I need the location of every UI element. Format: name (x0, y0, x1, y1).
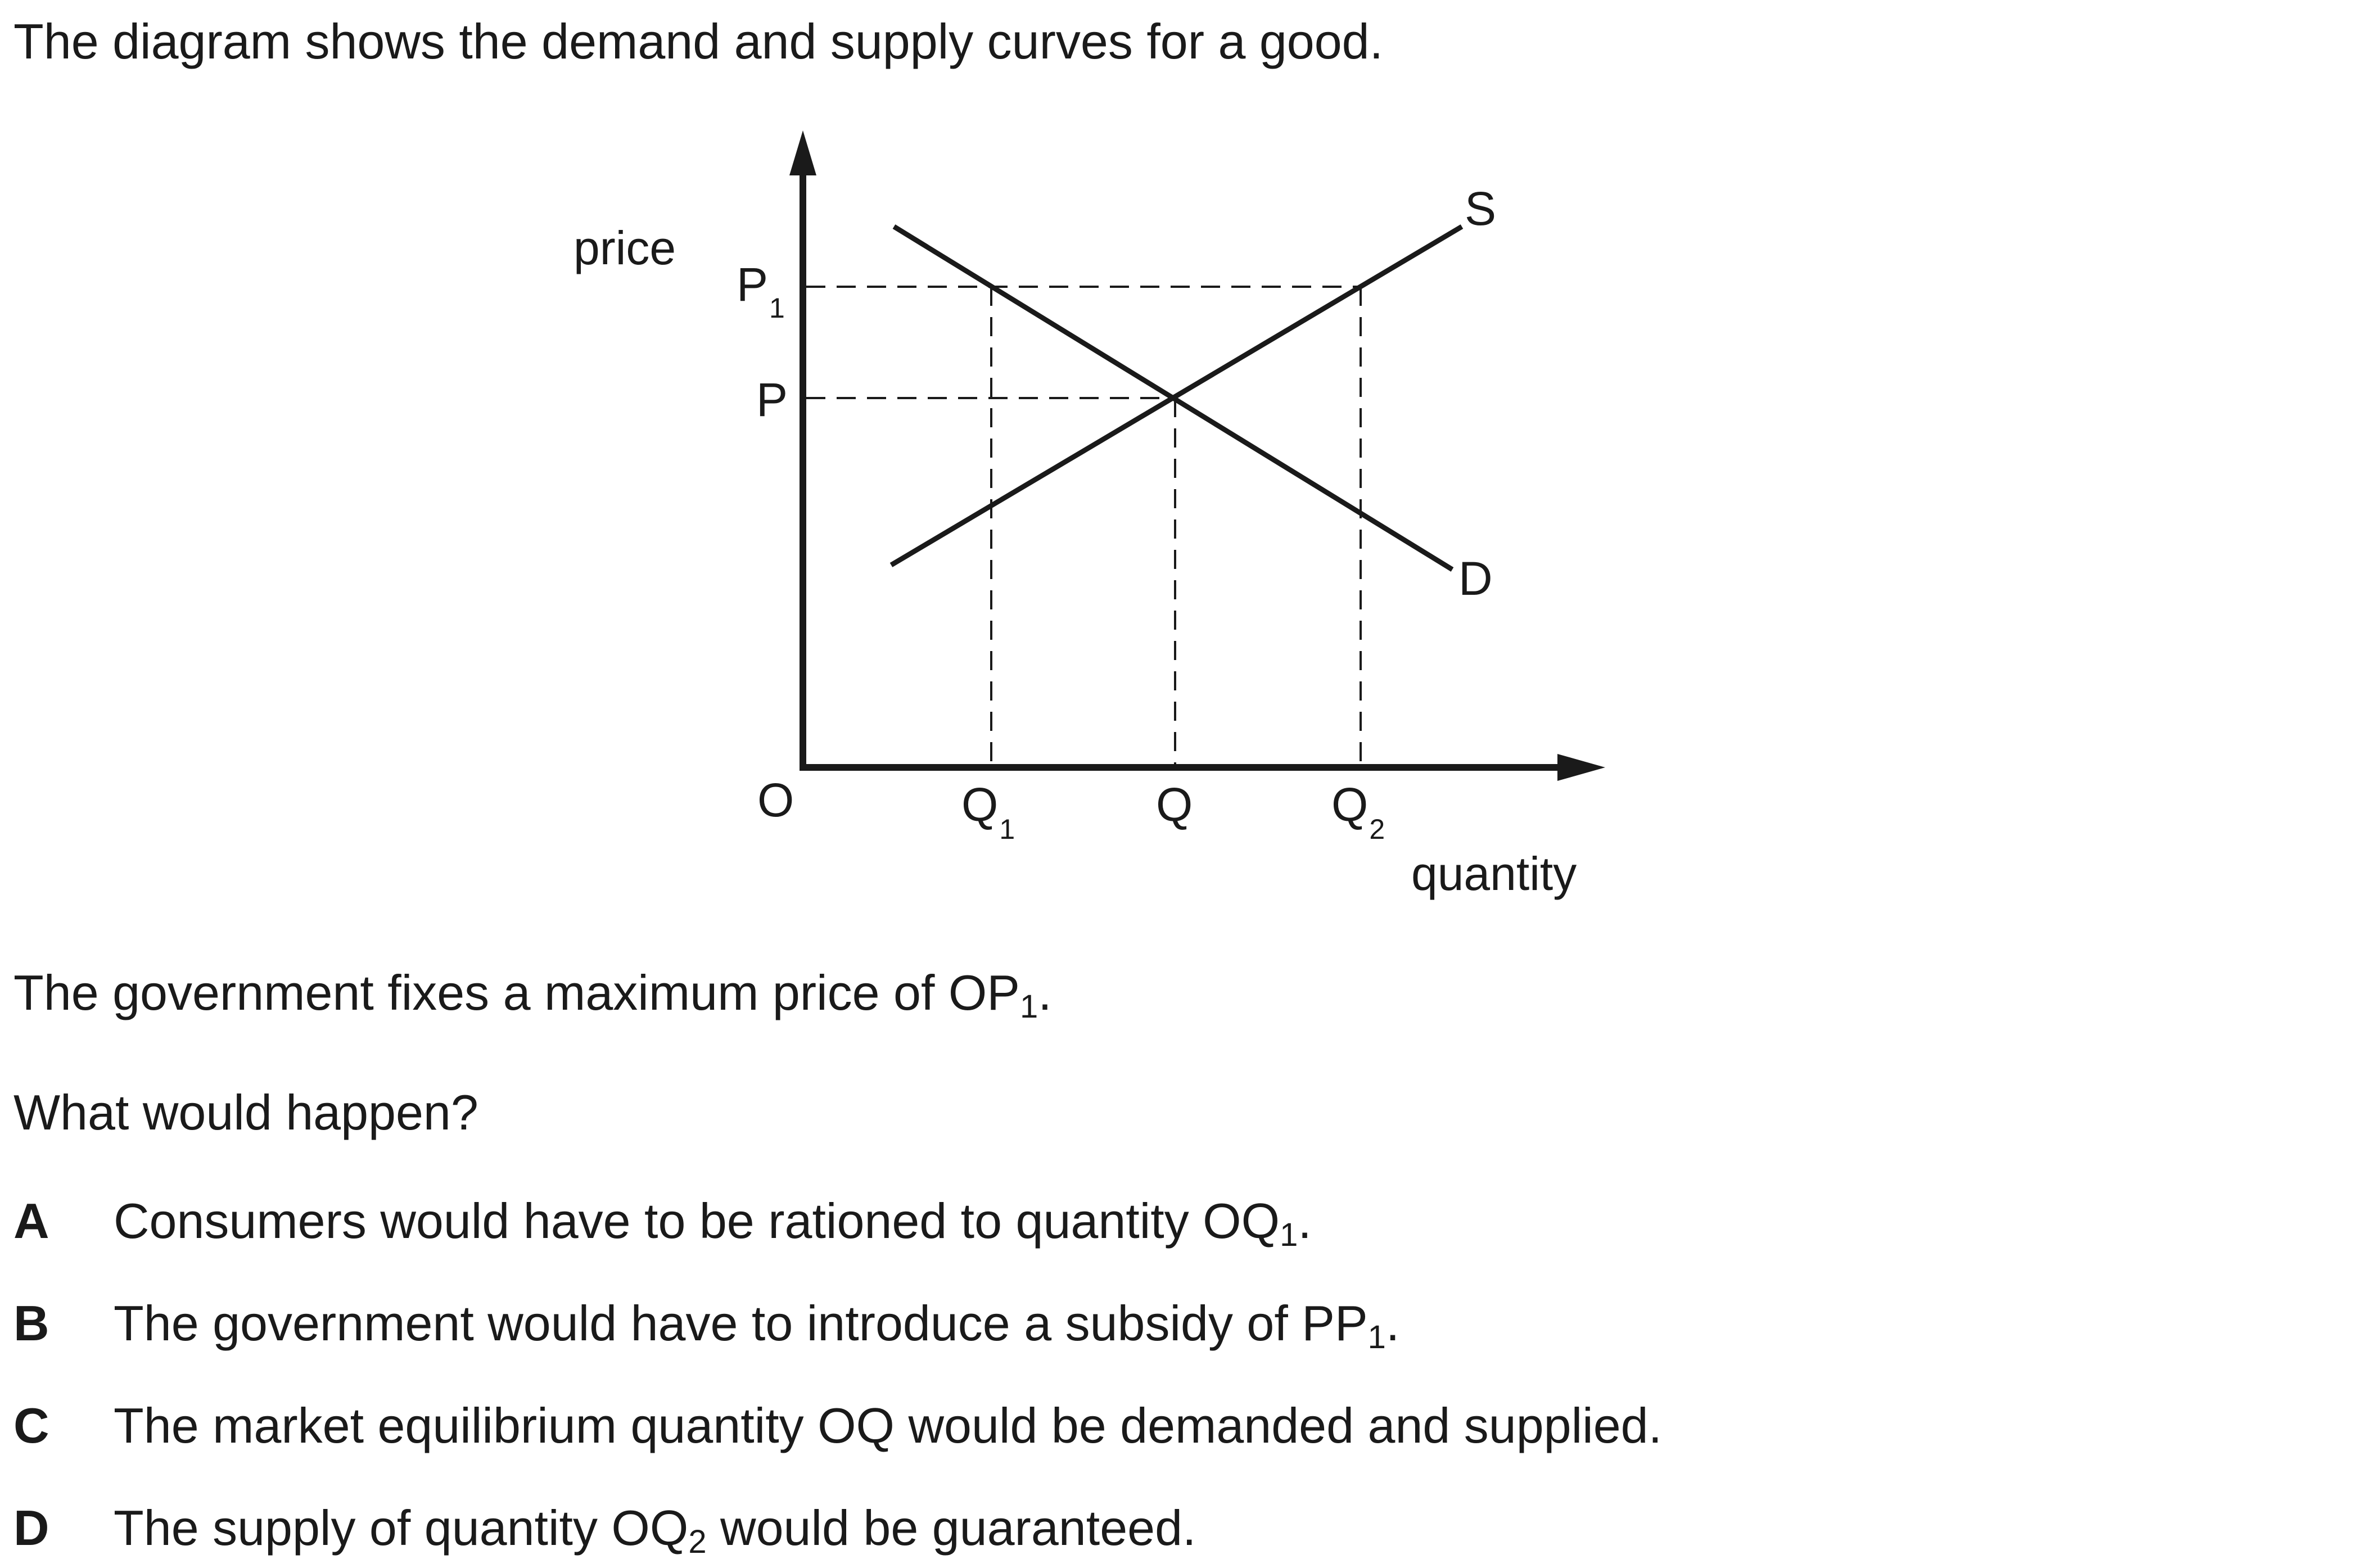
option-text: Consumers would have to be rationed to q… (114, 1193, 1280, 1249)
option-text: The government would have to introduce a… (114, 1295, 1368, 1351)
option-text: The supply of quantity OQ (114, 1500, 689, 1556)
option-end: would be guaranteed. (706, 1500, 1196, 1556)
option-end: . (1385, 1295, 1400, 1351)
option-letter: A (13, 1193, 49, 1249)
option-end: . (1298, 1193, 1312, 1249)
option-letter: D (13, 1500, 49, 1556)
x-axis-label: quantity (1411, 847, 1577, 900)
q2-subscript: 2 (1369, 814, 1385, 845)
p1-subscript: 1 (769, 292, 785, 324)
quantity-label-q2: Q2 (1331, 778, 1385, 845)
x-axis-arrow (1557, 754, 1605, 781)
option-subscript: 1 (1367, 1319, 1386, 1355)
q1-main: Q (961, 778, 998, 831)
supply-demand-diagram: price quantity O P1 P Q1 Q Q2 S D (573, 130, 1605, 900)
question-text: What would happen? (13, 1085, 478, 1140)
option-b[interactable]: B The government would have to introduce … (13, 1299, 1399, 1354)
option-c[interactable]: C The market equilibrium quantity OQ woul… (13, 1401, 1662, 1456)
q2-main: Q (1331, 778, 1368, 831)
statement-subscript: 1 (1020, 988, 1038, 1025)
option-letter: B (13, 1295, 49, 1351)
option-a[interactable]: A Consumers would have to be rationed to … (13, 1196, 1312, 1251)
p1-main: P (737, 258, 768, 311)
option-letter: C (13, 1398, 49, 1453)
price-label-p1: P1 (737, 258, 785, 324)
origin-label: O (757, 774, 794, 826)
quantity-label-q1: Q1 (961, 778, 1015, 845)
statement-main: The government fixes a maximum price of … (13, 965, 1020, 1020)
option-text: The market equilibrium quantity OQ would… (114, 1398, 1663, 1453)
supply-curve-label: S (1465, 182, 1496, 235)
supply-curve (889, 224, 1464, 567)
price-label-p: P (756, 373, 788, 426)
statement-end: . (1038, 965, 1052, 1020)
y-axis-arrow (789, 130, 816, 175)
dashed-guides (806, 286, 1362, 765)
statement-text: The government fixes a maximum price of … (13, 968, 1052, 1023)
demand-curve-label: D (1458, 552, 1493, 605)
quantity-label-q: Q (1156, 778, 1193, 831)
option-d[interactable]: D The supply of quantity OQ2 would be gua… (13, 1503, 1196, 1558)
option-subscript: 2 (688, 1524, 707, 1560)
option-subscript: 1 (1280, 1217, 1298, 1253)
q1-subscript: 1 (999, 814, 1015, 845)
intro-text: The diagram shows the demand and supply … (13, 13, 1384, 69)
y-axis-label: price (573, 222, 676, 274)
